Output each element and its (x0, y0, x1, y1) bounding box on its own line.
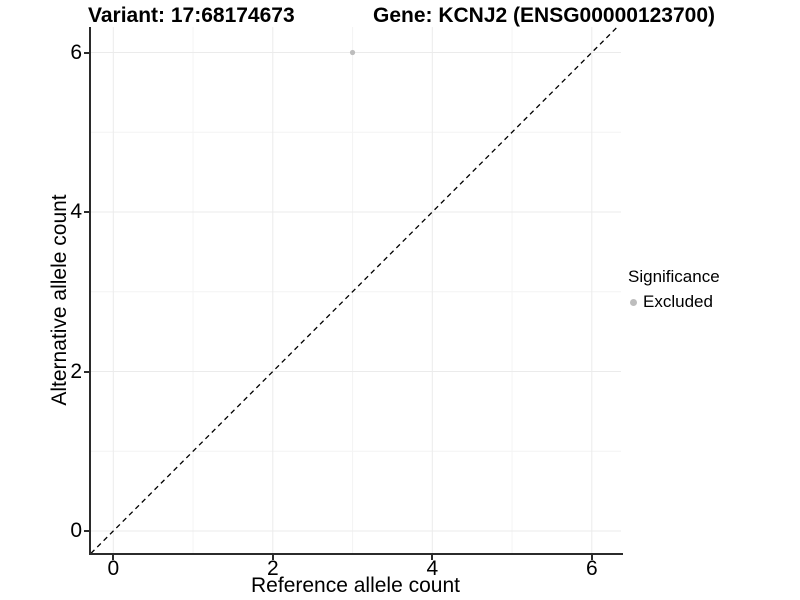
y-tick-mark (84, 211, 89, 213)
plot-panel (90, 27, 621, 554)
y-tick-label: 4 (70, 200, 82, 223)
y-tick-label: 0 (70, 519, 82, 542)
x-axis-line (89, 553, 623, 555)
identity-dashed-line (90, 27, 619, 554)
excluded-point-icon (630, 298, 637, 306)
plot-title-variant: Variant: 17:68174673 (88, 4, 295, 27)
x-tick-mark (112, 555, 115, 560)
x-tick-label: 2 (266, 557, 279, 580)
legend-item-label: Excluded (643, 292, 713, 311)
data-point (349, 49, 356, 56)
x-tick-label: 6 (585, 557, 598, 580)
x-tick-label: 0 (107, 557, 120, 580)
y-tick-label: 6 (70, 40, 82, 64)
y-axis-line (89, 27, 91, 555)
legend: Significance Excluded (628, 266, 720, 313)
plot-title-gene: Gene: KCNJ2 (ENSG00000123700) (373, 4, 716, 27)
x-axis-title: Reference allele count (251, 574, 460, 597)
y-tick-mark (84, 51, 89, 54)
y-tick-mark (84, 370, 89, 373)
x-tick-label: 4 (426, 557, 439, 580)
x-tick-mark (431, 555, 434, 560)
y-tick-label: 2 (70, 359, 82, 383)
scatter-plot-canvas (90, 27, 621, 554)
y-tick-mark (84, 530, 89, 532)
legend-item-excluded: Excluded (628, 291, 720, 313)
x-tick-mark (271, 555, 274, 560)
x-tick-mark (590, 555, 593, 560)
legend-title: Significance (628, 267, 720, 286)
y-axis-title: Alternative allele count (48, 194, 71, 406)
